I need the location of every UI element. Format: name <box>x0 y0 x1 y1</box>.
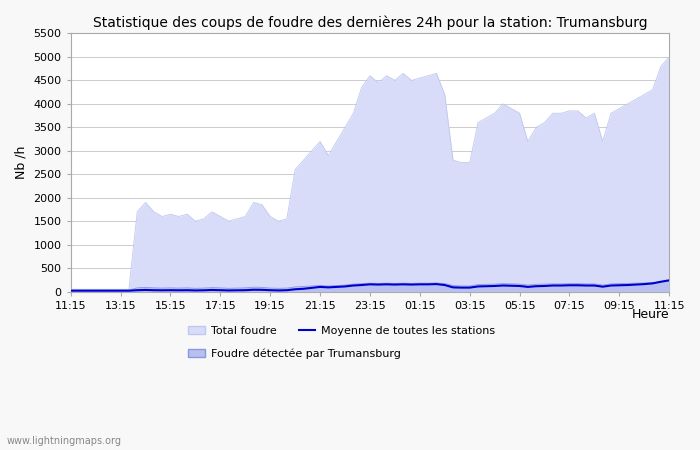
Text: Heure: Heure <box>631 308 669 321</box>
Legend: Foudre détectée par Trumansburg: Foudre détectée par Trumansburg <box>184 344 405 364</box>
Text: www.lightningmaps.org: www.lightningmaps.org <box>7 436 122 446</box>
Title: Statistique des coups de foudre des dernières 24h pour la station: Trumansburg: Statistique des coups de foudre des dern… <box>92 15 648 30</box>
Y-axis label: Nb /h: Nb /h <box>15 146 28 179</box>
